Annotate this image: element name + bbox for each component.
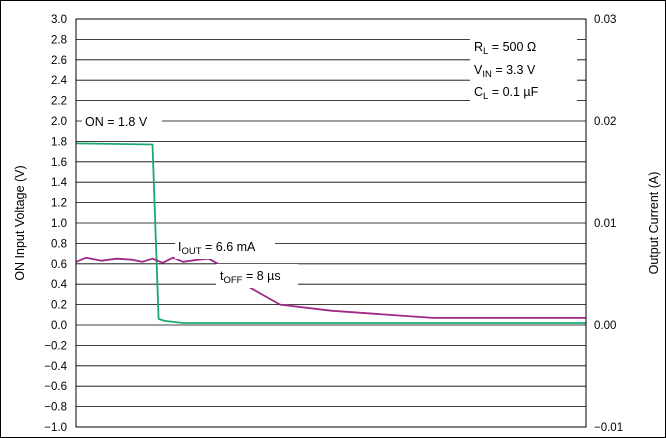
on-label-bg: [82, 114, 162, 129]
iout-label-bg: [175, 233, 275, 259]
y-tick-label: 0.2: [51, 300, 67, 312]
y-tick-label: 0.6: [51, 259, 67, 271]
toff-annotation: tOFF = 8 µs: [220, 269, 281, 286]
series-1-line: [75, 256, 586, 319]
y-tick-label: 1.8: [51, 136, 67, 148]
annotations: RL = 500 Ω VIN = 3.3 V CL = 0.1 µF ON = …: [82, 33, 577, 288]
y-tick-label: 1.6: [51, 157, 67, 169]
left-tick-labels: 3.0 2.8 2.6 2.4 2.2 2.0 1.8 1.6 1.4 1.2 1.0 0.8 0.6 0…: [44, 14, 67, 434]
y2-tick-label: 0.02: [594, 116, 616, 128]
y-tick-label: −1.0: [44, 422, 67, 434]
y-tick-label: 2.2: [51, 96, 67, 108]
y-tick-label: −0.4: [44, 361, 67, 373]
rl-annotation: RL = 500 Ω: [474, 40, 536, 57]
y-tick-label: 2.8: [51, 34, 67, 46]
y-tick-label: −0.2: [44, 340, 67, 352]
y2-tick-label: 0.01: [594, 218, 616, 230]
y-tick-label: 2.0: [51, 116, 67, 128]
toff-label-bg: [216, 264, 298, 288]
right-axis-title: Output Current (A): [647, 172, 661, 275]
y-tick-label: 1.0: [51, 218, 67, 230]
right-tick-labels: 0.03 0.02 0.01 0.00 −0.01: [594, 14, 623, 434]
y-tick-label: 1.4: [51, 177, 68, 189]
y-tick-label: 3.0: [51, 14, 67, 26]
cl-annotation: CL = 0.1 µF: [474, 85, 539, 102]
plot-frame: [75, 18, 587, 428]
y-tick-label: 0.8: [51, 238, 67, 250]
y-tick-label: −0.8: [44, 402, 67, 414]
left-axis-title: ON Input Voltage (V): [13, 165, 27, 280]
y-tick-label: 2.4: [51, 75, 68, 87]
y-tick-label: −0.6: [44, 381, 67, 393]
y2-tick-label: 0.00: [594, 320, 616, 332]
iout-annotation: IOUT = 6.6 mA: [178, 240, 256, 257]
params-box: [470, 33, 577, 105]
y2-tick-label: 0.03: [594, 14, 616, 26]
series-0-line: [75, 142, 586, 324]
series-layer: [75, 142, 586, 324]
on-annotation: ON = 1.8 V: [85, 115, 148, 129]
vin-annotation: VIN = 3.3 V: [474, 63, 536, 80]
y2-tick-label: −0.01: [594, 422, 623, 434]
y-tick-label: 2.6: [51, 55, 67, 67]
y-tick-label: 1.2: [51, 198, 67, 210]
y-tick-label: 0.0: [51, 320, 67, 332]
y-tick-label: 0.4: [51, 279, 68, 291]
